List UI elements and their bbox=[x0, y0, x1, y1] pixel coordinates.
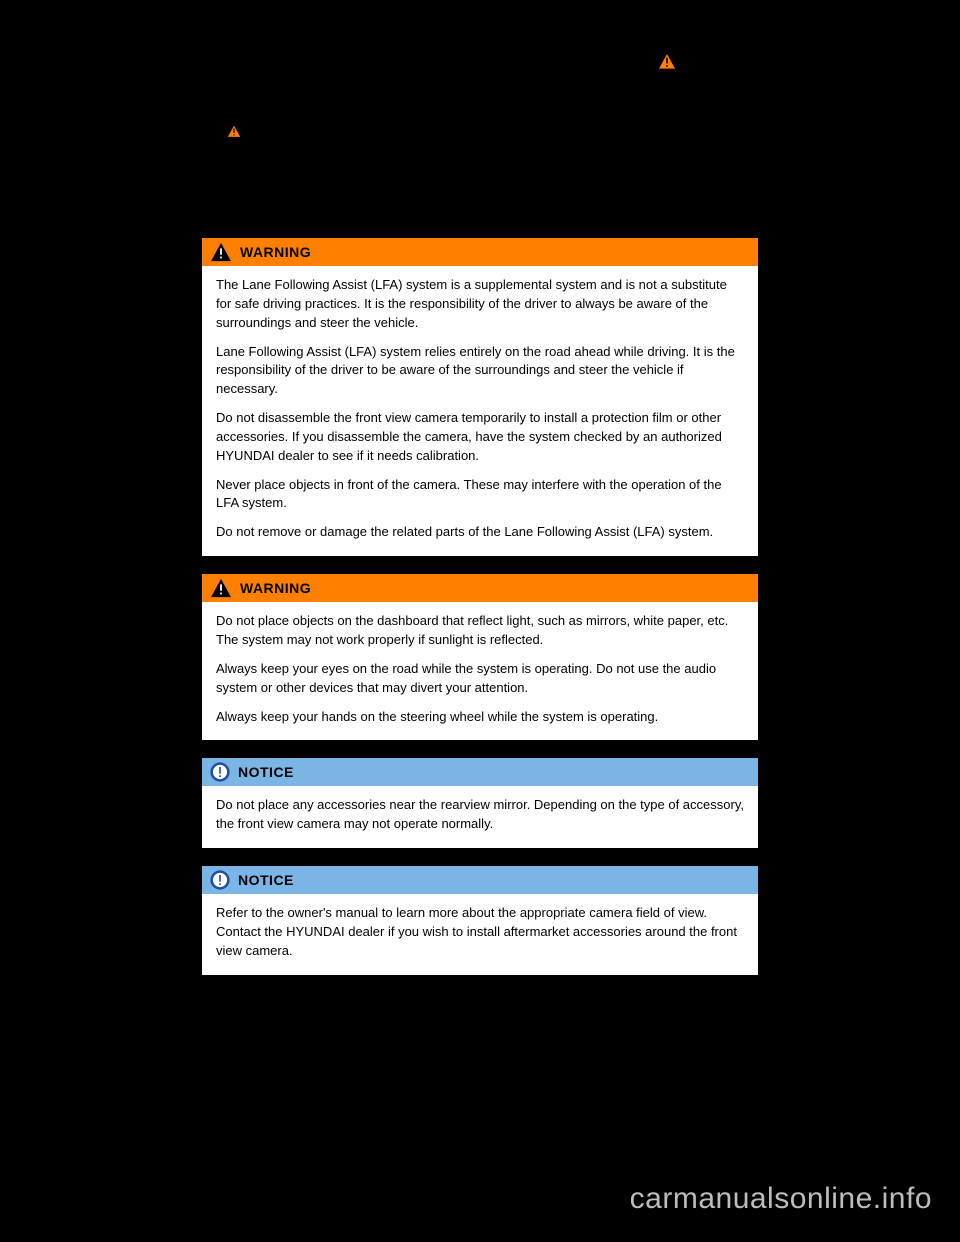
notice-icon bbox=[210, 870, 230, 890]
warning-body-paragraph: Do not remove or damage the related part… bbox=[216, 523, 744, 542]
intro-line1-prefix: The bbox=[200, 123, 226, 138]
intro-line2: messages that follow this symbol should … bbox=[200, 142, 686, 157]
notice-icon bbox=[210, 762, 230, 782]
warning-header-label: WARNING bbox=[240, 244, 311, 260]
notice-body-paragraph: Refer to the owner's manual to learn mor… bbox=[216, 904, 744, 961]
notice-body: Refer to the owner's manual to learn mor… bbox=[202, 894, 758, 975]
page-root: WARNING The symbol indicates a potential… bbox=[0, 0, 960, 1242]
notice-header: NOTICE bbox=[202, 758, 758, 786]
warning-header-label: WARNING bbox=[240, 580, 311, 596]
notice-body: Do not place any accessories near the re… bbox=[202, 786, 758, 848]
warning-body-paragraph: Do not place objects on the dashboard th… bbox=[216, 612, 744, 650]
warning-icon bbox=[210, 578, 232, 598]
watermark-text: carmanualsonline.info bbox=[630, 1182, 932, 1216]
warning-body-paragraph: Always keep your eyes on the road while … bbox=[216, 660, 744, 698]
top-warning-line: WARNING bbox=[657, 52, 760, 70]
warning-box: WARNING Do not place objects on the dashb… bbox=[200, 572, 760, 742]
boxes-container: WARNING The Lane Following Assist (LFA) s… bbox=[200, 222, 760, 977]
notice-box: NOTICE Refer to the owner's manual to lea… bbox=[200, 864, 760, 977]
warning-box: WARNING The Lane Following Assist (LFA) s… bbox=[200, 236, 760, 558]
warning-inline-icon bbox=[226, 124, 242, 138]
notice-body-paragraph: Do not place any accessories near the re… bbox=[216, 796, 744, 834]
notice-header-label: NOTICE bbox=[238, 872, 294, 888]
warning-body-paragraph: Lane Following Assist (LFA) system relie… bbox=[216, 343, 744, 400]
warning-icon bbox=[210, 242, 232, 262]
warning-header: WARNING bbox=[202, 574, 758, 602]
warning-header: WARNING bbox=[202, 238, 758, 266]
warning-body-paragraph: The Lane Following Assist (LFA) system i… bbox=[216, 276, 744, 333]
warning-body-paragraph: Do not disassemble the front view camera… bbox=[216, 409, 744, 466]
notice-box: NOTICE Do not place any accessories near … bbox=[200, 756, 760, 850]
intro-line1-rest: symbol indicates a potential hazard that… bbox=[250, 123, 738, 138]
top-warning-label: WARNING bbox=[683, 52, 760, 70]
intro-text: The symbol indicates a potential hazard … bbox=[200, 122, 760, 160]
warning-body-paragraph: Always keep your hands on the steering w… bbox=[216, 708, 744, 727]
warning-body: Do not place objects on the dashboard th… bbox=[202, 602, 758, 740]
warning-body: The Lane Following Assist (LFA) system i… bbox=[202, 266, 758, 556]
warning-body-paragraph: Never place objects in front of the came… bbox=[216, 476, 744, 514]
notice-header: NOTICE bbox=[202, 866, 758, 894]
warning-icon bbox=[657, 52, 677, 70]
notice-header-label: NOTICE bbox=[238, 764, 294, 780]
